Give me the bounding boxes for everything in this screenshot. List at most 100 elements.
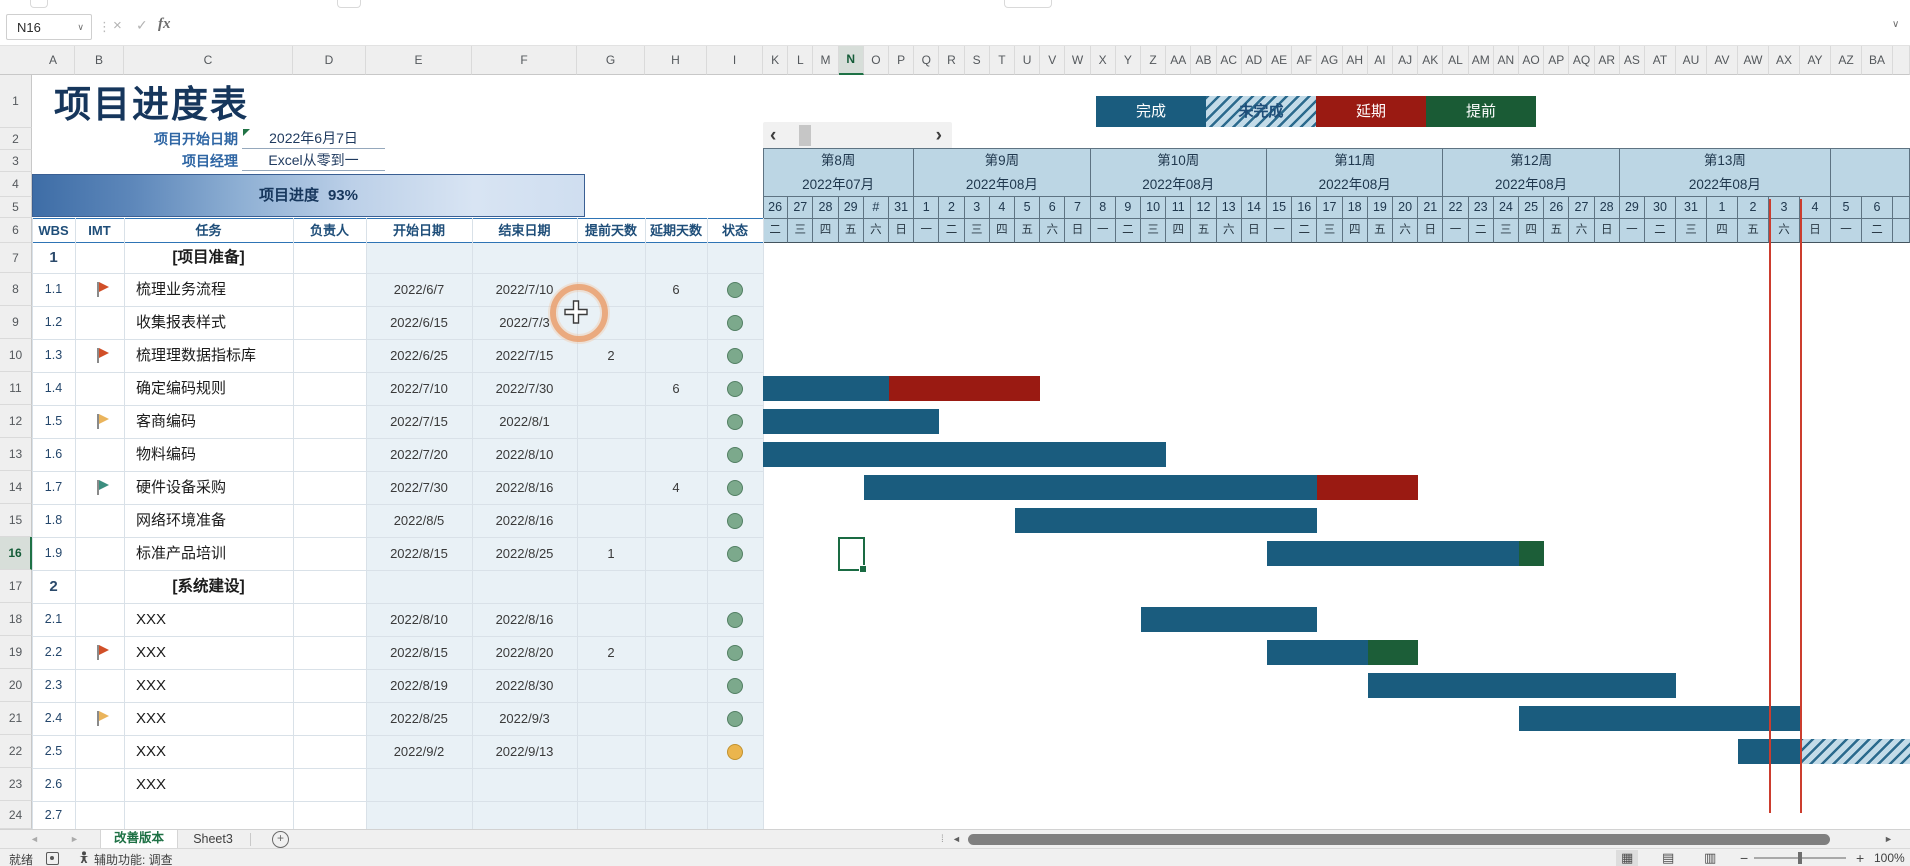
task-cell[interactable]: 硬件设备采购	[136, 479, 227, 496]
zoom-slider-thumb[interactable]	[1798, 852, 1802, 864]
hscroll-grip-icon[interactable]: ⁞	[941, 834, 945, 845]
row-header-24[interactable]: 24	[0, 801, 32, 829]
column-header-AH[interactable]: AH	[1342, 46, 1368, 75]
end-date-cell[interactable]: 2022/7/15	[495, 348, 554, 363]
delay-days-cell[interactable]: 4	[672, 480, 680, 495]
row-header-1[interactable]: 1	[0, 75, 32, 128]
wbs-cell[interactable]: 2	[49, 578, 58, 595]
gantt-bar-done[interactable]	[1267, 640, 1368, 665]
day-cell-25[interactable]: 25	[1519, 197, 1545, 219]
selected-cell-N16[interactable]	[837, 537, 867, 573]
view-page-layout-icon[interactable]: ▤	[1662, 850, 1675, 865]
row-header-18[interactable]: 18	[0, 603, 32, 636]
start-date-cell[interactable]: 2022/6/7	[393, 282, 445, 297]
column-header-AQ[interactable]: AQ	[1569, 46, 1595, 75]
gantt-bar-delay[interactable]	[1317, 475, 1419, 500]
day-cell-4[interactable]: 4	[1800, 197, 1831, 219]
day-cell-6[interactable]: 6	[1862, 197, 1893, 219]
gantt-bar-done[interactable]	[763, 409, 940, 434]
accessibility-text[interactable]: 辅助功能: 调查	[94, 853, 173, 866]
column-header-AM[interactable]: AM	[1468, 46, 1494, 75]
start-date-cell[interactable]: 2022/7/20	[390, 447, 448, 462]
day-cell-29[interactable]: 29	[838, 197, 864, 219]
column-header-X[interactable]: X	[1090, 46, 1116, 75]
day-cell-23[interactable]: 23	[1468, 197, 1494, 219]
end-date-cell[interactable]: 2022/8/16	[495, 612, 554, 627]
column-header-AR[interactable]: AR	[1594, 46, 1620, 75]
start-date-cell[interactable]: 2022/7/15	[390, 414, 448, 429]
sheet-nav-prev-icon[interactable]: ◄	[30, 834, 39, 844]
column-header-F[interactable]: F	[472, 46, 577, 75]
start-date-cell[interactable]: 2022/7/30	[390, 480, 448, 495]
gantt-bar-ahead[interactable]	[1519, 541, 1545, 566]
gantt-scroll-thumb[interactable]	[799, 125, 811, 146]
zoom-out-icon[interactable]: −	[1740, 850, 1749, 866]
column-header-AL[interactable]: AL	[1443, 46, 1469, 75]
zoom-in-icon[interactable]: +	[1856, 850, 1865, 866]
wbs-cell[interactable]: 1.1	[44, 282, 63, 296]
column-header-R[interactable]: R	[939, 46, 965, 75]
view-page-break-icon[interactable]: ▥	[1704, 850, 1717, 865]
task-cell[interactable]: XXX	[136, 644, 167, 661]
section-title-cell[interactable]: [系统建设]	[172, 578, 245, 595]
wbs-cell[interactable]: 1.7	[44, 480, 63, 494]
row-header-20[interactable]: 20	[0, 669, 32, 702]
day-cell-5[interactable]: 5	[1015, 197, 1041, 219]
gantt-bar-done[interactable]	[1367, 673, 1676, 698]
day-cell-21[interactable]: 21	[1418, 197, 1444, 219]
column-header-W[interactable]: W	[1065, 46, 1091, 75]
row-header-3[interactable]: 3	[0, 150, 32, 172]
end-date-cell[interactable]: 2022/8/1	[499, 414, 550, 429]
day-cell-14[interactable]: 14	[1241, 197, 1267, 219]
start-date-cell[interactable]: 2022/6/25	[390, 348, 448, 363]
add-sheet-icon[interactable]: +	[272, 831, 289, 848]
start-date-cell[interactable]: 2022/6/15	[390, 315, 448, 330]
gantt-scrollbar-control[interactable]: ‹ ›	[763, 122, 952, 149]
column-header-AN[interactable]: AN	[1493, 46, 1519, 75]
day-cell-3[interactable]: 3	[1769, 197, 1800, 219]
column-header-AW[interactable]: AW	[1738, 46, 1769, 75]
wbs-cell[interactable]: 1	[49, 249, 58, 266]
wbs-cell[interactable]: 2.4	[44, 711, 63, 725]
end-date-cell[interactable]: 2022/9/3	[499, 711, 550, 726]
day-cell-9[interactable]: 9	[1115, 197, 1141, 219]
day-cell-28[interactable]: 28	[813, 197, 839, 219]
day-cell-28[interactable]: 28	[1594, 197, 1620, 219]
row-header-13[interactable]: 13	[0, 438, 32, 471]
start-date-cell[interactable]: 2022/9/2	[393, 744, 445, 759]
column-header-D[interactable]: D	[293, 46, 366, 75]
column-header-AK[interactable]: AK	[1418, 46, 1444, 75]
hscroll-thumb[interactable]	[968, 833, 1830, 845]
gantt-scroll-right-icon[interactable]: ›	[935, 125, 942, 146]
column-header-V[interactable]: V	[1040, 46, 1066, 75]
row-header-2[interactable]: 2	[0, 128, 32, 150]
end-date-cell[interactable]: 2022/8/10	[495, 447, 554, 462]
day-cell-12[interactable]: 12	[1191, 197, 1217, 219]
column-header-Y[interactable]: Y	[1115, 46, 1141, 75]
row-header-16[interactable]: 16	[0, 537, 32, 570]
row-header-9[interactable]: 9	[0, 306, 32, 339]
project-start-value[interactable]: 2022年6月7日	[242, 128, 385, 149]
column-header-L[interactable]: L	[788, 46, 814, 75]
day-cell-8[interactable]: 8	[1090, 197, 1116, 219]
view-normal-icon[interactable]: ▦	[1616, 850, 1639, 866]
day-cell-4[interactable]: 4	[989, 197, 1015, 219]
section-title-cell[interactable]: [项目准备]	[172, 249, 245, 266]
wbs-cell[interactable]: 1.9	[44, 546, 63, 560]
column-header-T[interactable]: T	[989, 46, 1015, 75]
column-header-AC[interactable]: AC	[1216, 46, 1242, 75]
column-header-AP[interactable]: AP	[1544, 46, 1570, 75]
sheet-nav-next-icon[interactable]: ►	[70, 834, 79, 844]
hscroll-right-icon[interactable]: ►	[1884, 834, 1893, 844]
day-cell-31[interactable]: 31	[1676, 197, 1707, 219]
column-header-N[interactable]: N	[838, 46, 864, 75]
day-cell-24[interactable]: 24	[1493, 197, 1519, 219]
wbs-cell[interactable]: 2.2	[44, 645, 63, 659]
gantt-bar-done[interactable]	[1519, 706, 1800, 731]
column-header-I[interactable]: I	[707, 46, 763, 75]
column-header-AF[interactable]: AF	[1292, 46, 1318, 75]
column-header-B[interactable]: B	[75, 46, 124, 75]
column-header-AD[interactable]: AD	[1241, 46, 1267, 75]
column-header-AZ[interactable]: AZ	[1831, 46, 1862, 75]
wbs-cell[interactable]: 2.7	[44, 808, 63, 822]
